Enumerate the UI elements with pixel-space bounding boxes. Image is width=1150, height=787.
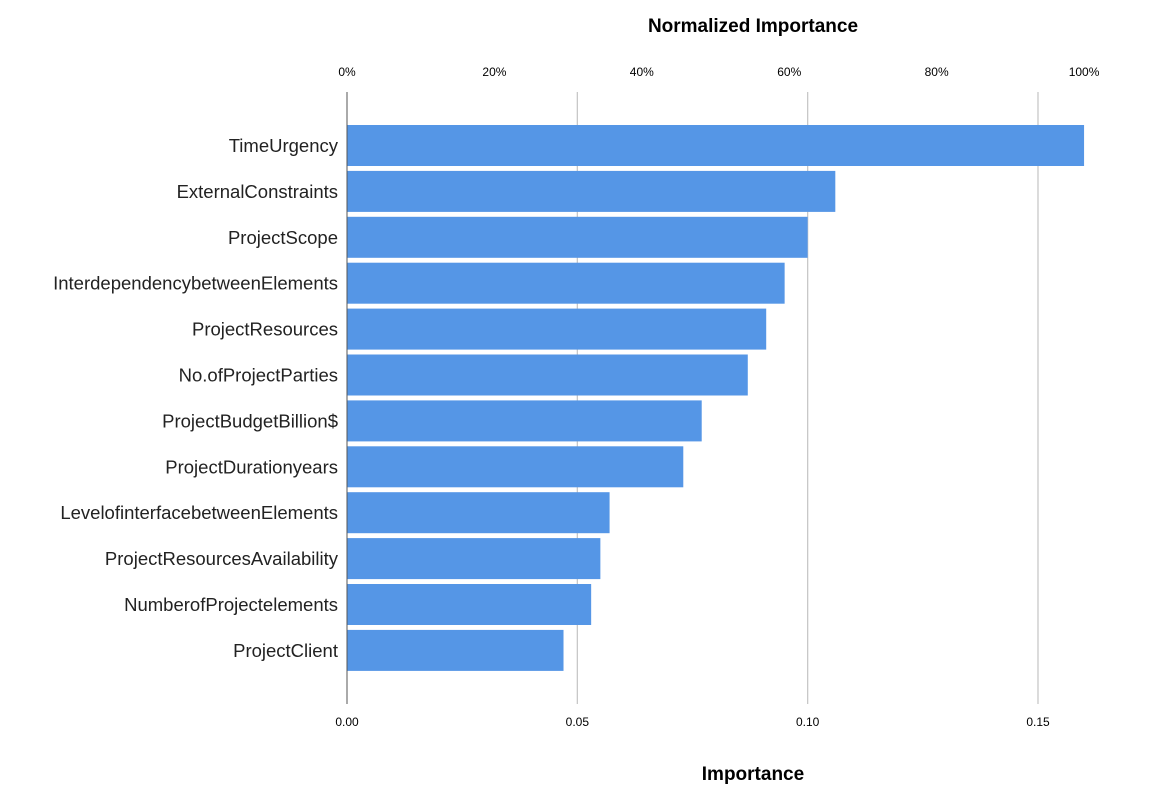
category-label: InterdependencybetweenElements [53,273,338,294]
bar [347,446,684,488]
bottom-tick-label: 0.05 [566,715,590,729]
bar [347,125,1085,166]
bottom-tick-label: 0.15 [1026,715,1050,729]
bar [347,492,610,534]
bar [347,308,767,350]
category-label: ExternalConstraints [177,181,338,202]
bar [347,354,748,396]
top-tick-label: 60% [777,65,801,79]
category-label: ProjectScope [228,227,338,248]
category-label: TimeUrgency [229,135,339,156]
bar [347,216,808,258]
bottom-axis-ticks: 0.00 0.05 0.10 0.15 [335,715,1050,729]
bars [347,125,1085,671]
category-labels: TimeUrgency ExternalConstraints ProjectSco… [53,135,339,661]
top-axis-ticks: 0% 20% 40% 60% 80% 100% [338,65,1099,79]
top-tick-label: 100% [1069,65,1100,79]
top-tick-label: 20% [482,65,506,79]
top-tick-label: 0% [338,65,356,79]
bar [347,629,564,671]
top-axis-title: Normalized Importance [648,16,858,37]
category-label: ProjectBudgetBillion$ [162,410,338,431]
bar [347,538,601,580]
category-label: LevelofinterfacebetweenElements [60,502,338,523]
bottom-tick-label: 0.00 [335,715,359,729]
bar [347,584,592,625]
category-label: ProjectResourcesAvailability [105,548,339,569]
category-label: ProjectDurationyears [165,456,338,477]
category-label: ProjectResources [192,319,338,340]
bar [347,170,836,212]
bottom-axis-title: Importance [702,764,804,785]
category-label: ProjectClient [233,640,338,661]
top-tick-label: 80% [925,65,949,79]
bar [347,262,785,304]
bottom-tick-label: 0.10 [796,715,820,729]
category-label: No.ofProjectParties [179,365,338,386]
bar [347,400,702,442]
top-tick-label: 40% [630,65,654,79]
category-label: NumberofProjectelements [124,594,338,615]
